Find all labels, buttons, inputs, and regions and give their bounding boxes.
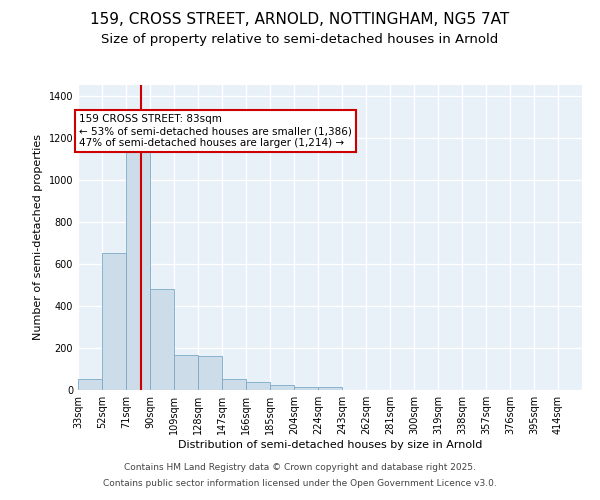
Y-axis label: Number of semi-detached properties: Number of semi-detached properties: [33, 134, 43, 340]
Text: 159, CROSS STREET, ARNOLD, NOTTINGHAM, NG5 7AT: 159, CROSS STREET, ARNOLD, NOTTINGHAM, N…: [91, 12, 509, 28]
Bar: [126, 144, 150, 390]
Text: Contains public sector information licensed under the Open Government Licence v3: Contains public sector information licen…: [103, 478, 497, 488]
X-axis label: Distribution of semi-detached houses by size in Arnold: Distribution of semi-detached houses by …: [178, 440, 482, 450]
Bar: [270, 384, 294, 390]
Bar: [318, 387, 342, 390]
Bar: [150, 289, 174, 390]
Text: Contains HM Land Registry data © Crown copyright and database right 2025.: Contains HM Land Registry data © Crown c…: [124, 464, 476, 472]
Bar: [78, 380, 102, 390]
Bar: [102, 254, 126, 390]
Bar: [198, 356, 222, 390]
Bar: [174, 356, 198, 390]
Bar: [294, 387, 318, 390]
Text: 159 CROSS STREET: 83sqm
← 53% of semi-detached houses are smaller (1,386)
47% of: 159 CROSS STREET: 83sqm ← 53% of semi-de…: [79, 114, 352, 148]
Bar: [222, 380, 246, 390]
Text: Size of property relative to semi-detached houses in Arnold: Size of property relative to semi-detach…: [101, 32, 499, 46]
Bar: [246, 382, 270, 390]
